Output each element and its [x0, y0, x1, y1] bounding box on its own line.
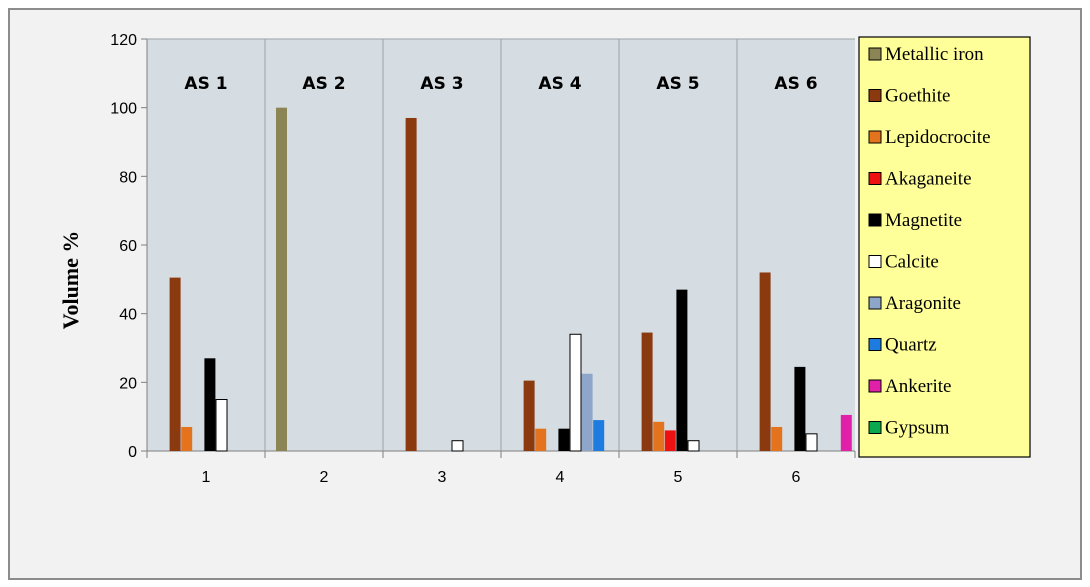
legend-box	[858, 36, 1031, 458]
legend-label: Quartz	[885, 335, 937, 356]
y-tick-label: 0	[128, 444, 137, 461]
legend-label: Aragonite	[885, 293, 961, 314]
bar-aragonite	[581, 373, 593, 451]
bar-calcite	[215, 399, 228, 452]
legend-label: Ankerite	[885, 376, 951, 397]
legend: Metallic iron Goethite Lepidocrocite Akagan…	[858, 36, 1031, 458]
y-tick-label: 60	[119, 238, 137, 255]
bar-lepidocrocite	[771, 426, 783, 451]
sample-panels: AS 1 AS 2 AS 3 AS 4 AS 5 AS 6	[147, 38, 855, 451]
y-tick-label: 100	[110, 101, 137, 118]
bar-goethite	[405, 117, 417, 451]
x-tick-label: 4	[556, 469, 565, 486]
x-tick-label: 1	[202, 469, 211, 486]
bar-magnetite	[676, 289, 688, 451]
legend-swatch	[868, 130, 882, 144]
bar-calcite	[687, 440, 700, 452]
panel-label: AS 5	[656, 74, 699, 94]
legend-label: Goethite	[885, 86, 950, 107]
legend-label: Calcite	[885, 252, 939, 273]
legend-swatch	[868, 47, 882, 61]
legend-label: Lepidocrocite	[885, 127, 991, 148]
legend-swatch	[868, 172, 882, 185]
y-tick-label: 80	[119, 169, 137, 186]
x-tick-label: 6	[792, 469, 801, 486]
legend-swatch	[868, 421, 882, 434]
y-tick-label: 40	[119, 307, 137, 324]
panel-label: AS 6	[774, 74, 817, 94]
legend-swatch	[868, 296, 882, 310]
bar-akaganeite	[664, 430, 676, 451]
bar-goethite	[641, 332, 653, 451]
panel-label: AS 3	[420, 74, 463, 94]
y-tick-label: 120	[110, 32, 137, 49]
bar-lepidocrocite	[653, 421, 665, 451]
legend-label: Akaganeite	[885, 169, 972, 190]
bar-calcite	[451, 440, 464, 452]
legend-swatch	[868, 213, 882, 227]
bar-goethite	[169, 277, 181, 451]
y-axis-label: Volume %	[58, 231, 83, 330]
bar-magnetite	[558, 428, 570, 451]
panel-label: AS 2	[302, 74, 345, 94]
legend-swatch	[868, 379, 882, 393]
bar-metallic-iron	[276, 107, 287, 452]
bar-lepidocrocite	[181, 426, 193, 451]
bar-magnetite	[794, 366, 806, 451]
y-tick-label: 20	[119, 375, 137, 392]
x-tick-label: 3	[438, 469, 447, 486]
bar-ankerite	[840, 414, 852, 451]
legend-label: Magnetite	[885, 210, 962, 231]
legend-label: Metallic iron	[885, 44, 984, 65]
bar-goethite	[759, 272, 771, 451]
bar-lepidocrocite	[535, 428, 547, 451]
bar-magnetite	[204, 358, 216, 451]
bar-quartz	[593, 420, 605, 451]
y-axis: 0 20 40 60 80 100 120	[110, 32, 148, 461]
legend-swatch	[868, 89, 882, 102]
panel-label: AS 1	[184, 74, 227, 94]
x-axis: 1 2 3 4 5 6	[146, 450, 856, 486]
bar-calcite	[805, 433, 818, 452]
bar-calcite	[569, 333, 582, 452]
x-tick-label: 5	[674, 469, 683, 486]
legend-label: Gypsum	[885, 418, 950, 439]
panel-label: AS 4	[538, 74, 581, 94]
legend-swatch	[868, 338, 882, 351]
bars	[169, 107, 852, 452]
x-tick-label: 2	[320, 469, 329, 486]
legend-swatch	[868, 255, 882, 268]
bar-goethite	[523, 380, 535, 451]
